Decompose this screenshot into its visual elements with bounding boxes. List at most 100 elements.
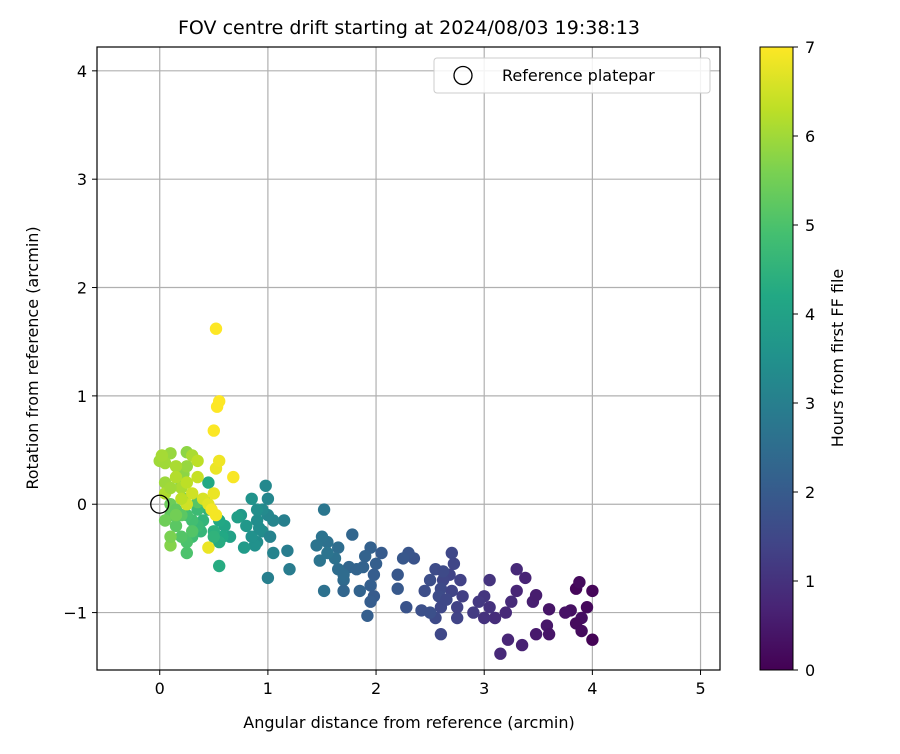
data-point <box>191 454 204 468</box>
data-point <box>164 530 177 543</box>
data-point <box>207 424 220 437</box>
data-point <box>227 470 240 484</box>
colorbar-label: Hours from first FF file <box>828 269 847 448</box>
data-point <box>332 541 345 554</box>
data-point <box>391 568 404 581</box>
y-tick-label: 2 <box>77 279 87 298</box>
legend-label: Reference platepar <box>502 66 655 85</box>
grid-lines <box>97 47 720 670</box>
data-point <box>164 481 177 495</box>
data-point <box>175 530 188 543</box>
data-point <box>261 492 275 505</box>
data-point <box>337 584 350 598</box>
data-points <box>153 322 599 660</box>
data-point <box>494 647 507 660</box>
data-point <box>231 511 244 524</box>
data-point <box>483 573 496 587</box>
colorbar-ticks: 0 1 2 3 4 5 6 7 <box>793 38 815 680</box>
data-point <box>337 568 350 581</box>
data-point <box>186 525 199 538</box>
data-point <box>209 322 223 335</box>
data-point <box>499 606 512 619</box>
data-point <box>396 552 410 565</box>
data-point <box>361 609 374 622</box>
data-point <box>213 559 226 573</box>
data-point <box>391 582 404 595</box>
data-point <box>267 546 280 560</box>
data-point <box>440 593 453 606</box>
x-tick-label: 0 <box>155 679 165 698</box>
colorbar: 0 1 2 3 4 5 6 7 Hours from first FF file <box>759 38 847 680</box>
data-point <box>213 454 226 468</box>
data-point <box>580 601 594 614</box>
y-tick-label: −1 <box>63 604 87 623</box>
data-point <box>364 595 377 608</box>
reference-marker <box>150 494 170 514</box>
data-point <box>467 606 480 619</box>
plot-frame <box>96 46 721 671</box>
data-point <box>277 514 291 527</box>
data-point <box>180 546 193 560</box>
data-point <box>501 633 515 646</box>
x-tick-label: 5 <box>695 679 705 698</box>
legend: Reference platepar <box>433 57 711 94</box>
data-point <box>213 395 226 408</box>
data-point <box>436 565 450 578</box>
data-point <box>169 508 183 522</box>
colorbar-tick-label: 5 <box>805 216 815 235</box>
colorbar-tick-label: 3 <box>805 394 815 413</box>
chart-title: FOV centre drift starting at 2024/08/03 … <box>178 17 640 39</box>
data-point <box>175 492 188 505</box>
data-point <box>542 603 556 616</box>
colorbar-tick-label: 7 <box>805 38 815 57</box>
data-point <box>169 470 183 484</box>
data-point <box>445 546 458 560</box>
data-point <box>283 563 296 576</box>
data-point <box>529 628 543 641</box>
data-point <box>169 519 183 533</box>
data-point <box>202 476 215 489</box>
data-point <box>472 595 485 608</box>
data-point <box>202 541 215 554</box>
data-point <box>488 611 502 625</box>
data-point <box>261 571 275 585</box>
y-axis-ticks: −1 0 1 2 3 4 <box>63 62 97 623</box>
data-point <box>451 601 464 614</box>
data-point <box>542 628 556 641</box>
data-point <box>559 606 572 619</box>
y-tick-label: 0 <box>77 495 87 514</box>
reference-point-marker <box>150 494 170 514</box>
y-tick-label: 1 <box>77 387 87 406</box>
data-point <box>250 503 264 516</box>
colorbar-tick-label: 2 <box>805 483 815 502</box>
data-point <box>240 519 253 533</box>
data-point <box>434 628 448 641</box>
data-point <box>169 460 183 473</box>
data-point <box>510 563 523 576</box>
data-point <box>245 492 258 505</box>
data-point <box>375 546 388 560</box>
data-point <box>454 573 467 587</box>
data-point <box>281 544 294 557</box>
data-point <box>158 514 172 527</box>
data-point <box>164 539 177 552</box>
colorbar-tick-label: 6 <box>805 127 815 146</box>
data-point <box>586 584 599 598</box>
data-point <box>423 573 437 587</box>
data-point <box>510 584 523 598</box>
data-point <box>418 584 431 598</box>
data-point <box>346 528 359 541</box>
legend-marker-icon <box>453 65 473 86</box>
data-point <box>505 595 518 608</box>
data-point <box>529 589 543 602</box>
data-point <box>353 584 366 598</box>
data-point <box>478 611 491 625</box>
data-point <box>155 449 169 462</box>
x-axis-label: Angular distance from reference (arcmin) <box>243 713 574 732</box>
data-point <box>207 487 220 500</box>
data-point <box>237 541 251 554</box>
x-tick-label: 2 <box>371 679 381 698</box>
data-point <box>447 557 461 570</box>
data-point <box>483 601 496 614</box>
